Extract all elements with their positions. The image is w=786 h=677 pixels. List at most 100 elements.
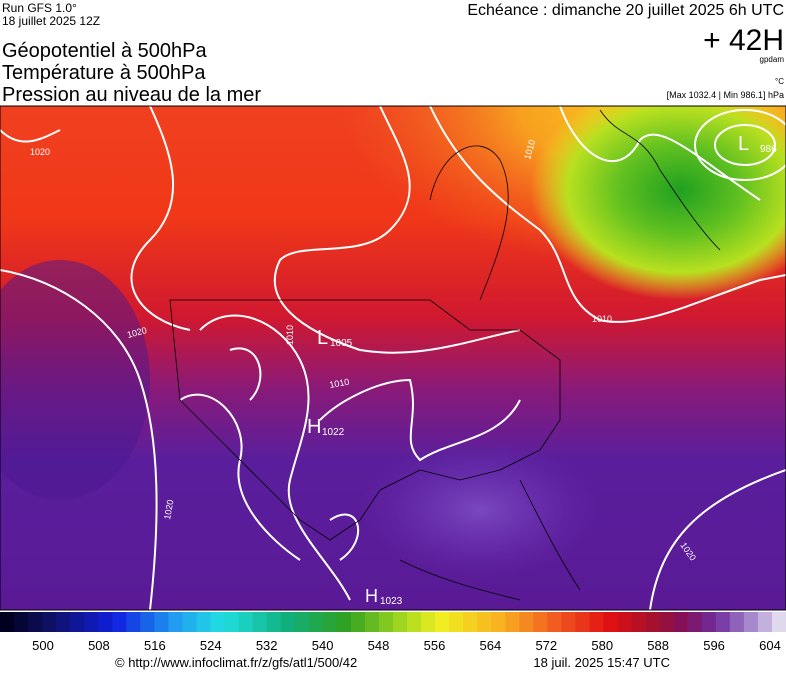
colorbar-swatch xyxy=(378,612,394,632)
generated-time: 18 juil. 2025 15:47 UTC xyxy=(533,655,670,670)
colorbar-swatch xyxy=(743,612,759,632)
colorbar-swatch xyxy=(196,612,212,632)
colorbar-label: 548 xyxy=(368,638,390,653)
pressure-center-letter: L xyxy=(738,133,749,155)
colorbar-label: 500 xyxy=(32,638,54,653)
colorbar-label: 588 xyxy=(647,638,669,653)
colorbar-label: 580 xyxy=(591,638,613,653)
colorbar-swatch xyxy=(294,612,310,632)
coastlines xyxy=(169,109,721,601)
map-field xyxy=(0,106,786,610)
colorbar-swatch xyxy=(561,612,576,632)
colorbar-swatch xyxy=(477,612,492,632)
colorbar-swatch xyxy=(547,612,562,632)
colorbar-swatch xyxy=(757,612,773,632)
colorbar-swatch xyxy=(308,612,324,632)
colorbar-swatch xyxy=(70,612,85,632)
source-url: © http://www.infoclimat.fr/z/gfs/atl1/50… xyxy=(115,655,357,670)
colorbar-label: 556 xyxy=(424,638,446,653)
colorbar-swatch xyxy=(322,612,338,632)
valid-time: Echéance : dimanche 20 juillet 2025 6h U… xyxy=(467,2,784,19)
colorbar-swatch xyxy=(182,612,197,632)
title-line: Température à 500hPa xyxy=(2,62,206,84)
map-frame xyxy=(0,105,786,611)
isobar-label: 1010 xyxy=(285,325,295,345)
colorbar-swatch xyxy=(673,612,689,632)
colorbar-swatch xyxy=(603,612,619,632)
colorbar-swatch xyxy=(645,612,661,632)
colorbar-swatch xyxy=(631,612,647,632)
colorbar-swatch xyxy=(42,612,57,632)
colorbar-swatch xyxy=(435,612,450,632)
isobar-label: 1020 xyxy=(30,147,50,157)
colorbar-swatch xyxy=(519,612,534,632)
colorbar-swatch xyxy=(98,612,113,632)
colorbar-swatch xyxy=(56,612,71,632)
colorbar-swatch xyxy=(350,612,366,632)
colorbar-swatch xyxy=(771,612,786,632)
colorbar-swatch xyxy=(575,612,590,632)
colorbar-label: 540 xyxy=(312,638,334,653)
colorbar-swatch xyxy=(701,612,717,632)
pressure-center-value: 1005 xyxy=(330,338,353,349)
run-label: Run GFS 1.0° xyxy=(2,1,77,15)
colorbar-label: 604 xyxy=(759,638,781,653)
colorbar-swatch xyxy=(154,612,169,632)
colorbar-label: 524 xyxy=(200,638,222,653)
pressure-extremes: [Max 1032.4 | Min 986.1] hPa xyxy=(667,90,784,100)
pressure-center-letter: H xyxy=(365,586,378,606)
pressure-center-value: 1022 xyxy=(322,427,345,438)
unit-temp: °C xyxy=(775,77,784,86)
colorbar-swatch xyxy=(393,612,408,632)
colorbar-swatch xyxy=(336,612,352,632)
colorbar-label: 508 xyxy=(88,638,110,653)
colorbar-swatch xyxy=(14,612,29,632)
colorbar-swatch xyxy=(659,612,675,632)
pressure-center-value: 1023 xyxy=(380,596,403,607)
colorbar-swatch xyxy=(168,612,183,632)
pressure-center-letter: H xyxy=(307,416,321,438)
isobars xyxy=(0,106,786,610)
colorbar-swatch xyxy=(224,612,240,632)
colorbar-swatch xyxy=(210,612,226,632)
colorbar-swatch xyxy=(463,612,478,632)
pressure-center-letter: L xyxy=(317,327,328,349)
colorbar-swatch xyxy=(84,612,99,632)
colorbar-swatch xyxy=(266,612,282,632)
run-date: 18 juillet 2025 12Z xyxy=(2,14,100,28)
colorbar-swatch xyxy=(238,612,254,632)
colorbar-label: 572 xyxy=(535,638,557,653)
colorbar-swatch xyxy=(252,612,268,632)
colorbar-swatch xyxy=(364,612,380,632)
colorbar-label: 596 xyxy=(703,638,725,653)
colorbar-swatch xyxy=(112,612,127,632)
colorbar-swatch xyxy=(687,612,703,632)
pressure-center-value: 986 xyxy=(760,144,777,155)
colorbar-swatch xyxy=(28,612,43,632)
colorbar-swatch xyxy=(533,612,548,632)
unit-geo: gpdam xyxy=(760,55,785,64)
colorbar-swatch xyxy=(407,612,422,632)
isobar-label: 1020 xyxy=(162,499,175,520)
colorbar-swatch xyxy=(715,612,731,632)
colorbar-swatch xyxy=(729,612,745,632)
title-line: Géopotentiel à 500hPa xyxy=(2,40,207,62)
colorbar-swatch xyxy=(126,612,141,632)
lead-time: + 42H xyxy=(703,24,784,57)
colorbar-swatch xyxy=(491,612,506,632)
colorbar-swatch xyxy=(617,612,633,632)
colorbar-label: 564 xyxy=(480,638,502,653)
isobar-label: 1010 xyxy=(592,314,612,324)
colorbar: 500 508 516 524 532 540 548 556 564 572 580 588 596 6… xyxy=(0,612,786,653)
colorbar-swatch xyxy=(449,612,464,632)
colorbar-label: 532 xyxy=(256,638,278,653)
isobar-label: 1010 xyxy=(329,377,350,390)
colorbar-swatch xyxy=(280,612,296,632)
colorbar-label: 516 xyxy=(144,638,166,653)
colorbar-swatch xyxy=(421,612,436,632)
title-line: Pression au niveau de la mer xyxy=(2,84,261,106)
colorbar-swatch xyxy=(589,612,605,632)
colorbar-swatch xyxy=(140,612,155,632)
colorbar-swatch xyxy=(0,612,15,632)
